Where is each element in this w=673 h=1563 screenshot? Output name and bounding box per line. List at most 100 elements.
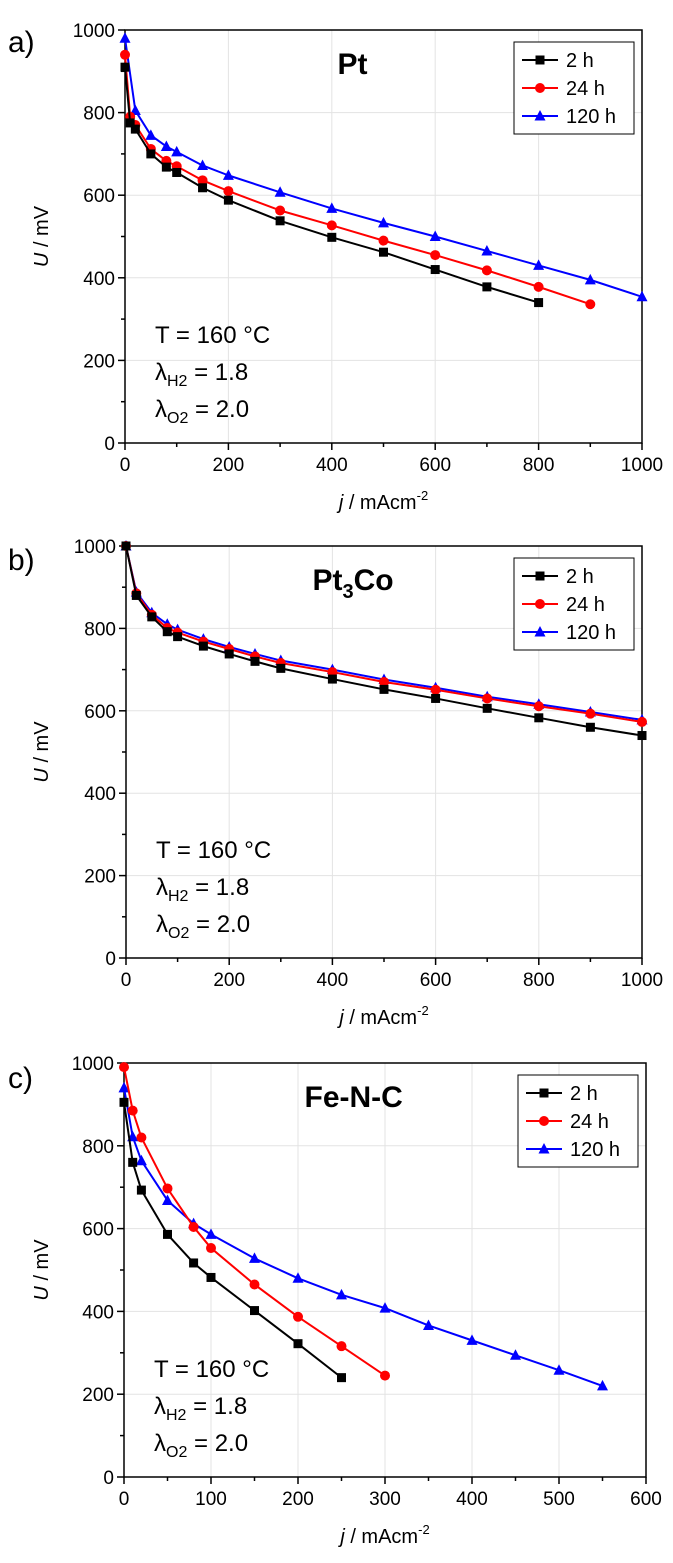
data-point <box>189 1258 199 1268</box>
y-tick-label: 1000 <box>74 537 116 558</box>
data-point <box>222 169 234 180</box>
chart-panel-2: b) 0 200 400 600 800 1000 0 200 400 600 800 1000 j / … <box>8 537 663 1029</box>
lambda-value: = 1.8 <box>186 1393 247 1420</box>
annotation-lambda-h2: λH2 = 1.8 <box>156 874 249 905</box>
data-point <box>481 265 492 276</box>
plot-frame <box>124 29 643 444</box>
y-axis-label-symbol: U <box>31 252 53 267</box>
data-point <box>275 216 285 226</box>
x-axis-label-symbol: j <box>336 1007 344 1029</box>
data-point <box>173 632 183 642</box>
lambda-symbol: λ <box>154 1393 166 1420</box>
data-point <box>293 1311 303 1322</box>
data-point <box>118 1081 130 1093</box>
y-tick-label: 200 <box>84 867 116 888</box>
data-point <box>119 1097 129 1107</box>
series-2-h <box>120 62 544 308</box>
legend: 2 h 24 h 120 h <box>513 557 635 651</box>
data-point <box>379 684 389 694</box>
y-tick-label: 600 <box>82 1220 114 1241</box>
series-line <box>125 545 643 737</box>
y-axis-label-unit: / mV <box>31 721 53 768</box>
data-point <box>533 701 544 712</box>
data-point <box>337 1373 346 1383</box>
x-tick-label: 200 <box>213 970 245 991</box>
data-point <box>131 590 141 600</box>
data-point <box>250 1306 259 1316</box>
y-axis-label-unit: / mV <box>31 1239 53 1286</box>
data-point <box>597 1379 608 1391</box>
y-axis-label-symbol: U <box>31 1286 53 1301</box>
data-point <box>206 1272 216 1282</box>
x-tick-label: 600 <box>630 1489 662 1510</box>
x-tick-label: 0 <box>120 455 131 476</box>
data-point <box>585 299 596 310</box>
x-axis-label-unit: / mAcm <box>343 492 416 514</box>
x-axis-label-exponent: -2 <box>417 1003 429 1018</box>
x-tick-label: 1000 <box>621 455 663 476</box>
legend: 2 h 24 h 120 h <box>513 41 635 135</box>
legend-swatch-marker <box>535 599 545 609</box>
data-point <box>482 282 492 292</box>
data-point <box>160 140 172 151</box>
data-point <box>379 676 389 687</box>
x-tick-label: 600 <box>419 455 451 476</box>
y-axis-label: U / mV <box>31 205 53 267</box>
legend-swatch-marker <box>535 55 545 65</box>
data-point <box>146 149 156 159</box>
annotation-temperature: T = 160 °C <box>154 1356 269 1383</box>
data-point <box>223 195 233 205</box>
y-tick-label: 200 <box>82 1385 114 1406</box>
series-120-h <box>118 1081 608 1391</box>
data-point <box>380 1370 390 1381</box>
data-point <box>585 708 596 719</box>
data-point <box>293 1339 303 1349</box>
panel-label: b) <box>8 544 35 577</box>
series-120-h <box>119 32 648 302</box>
legend-label: 120 h <box>566 106 616 128</box>
y-axis-label: U / mV <box>31 1239 53 1301</box>
x-tick-label: 0 <box>121 970 132 991</box>
legend-swatch-marker <box>539 1088 549 1098</box>
data-point <box>429 230 441 241</box>
data-point <box>120 62 130 72</box>
data-point <box>125 118 135 128</box>
data-point <box>249 1279 260 1290</box>
legend-swatch-marker <box>538 1143 550 1154</box>
data-point <box>162 1183 173 1194</box>
series-line <box>125 545 643 721</box>
data-point <box>121 541 131 551</box>
data-point <box>378 235 389 246</box>
data-point <box>171 145 183 157</box>
annotation-temperature: T = 160 °C <box>156 837 271 864</box>
x-axis-label-exponent: -2 <box>417 488 429 503</box>
y-tick-label: 400 <box>83 269 115 290</box>
x-tick-label: 400 <box>316 455 348 476</box>
y-axis-label: U / mV <box>31 721 53 783</box>
series-2-h <box>121 541 647 741</box>
data-point <box>249 1252 260 1263</box>
y-tick-label: 400 <box>82 1302 114 1323</box>
legend-label: 24 h <box>566 594 605 616</box>
data-point <box>188 1221 199 1232</box>
data-point <box>161 162 171 172</box>
series-line <box>123 1066 386 1377</box>
panel-label: a) <box>8 26 35 59</box>
data-point <box>327 674 337 684</box>
data-point <box>162 627 172 637</box>
data-point <box>205 1228 217 1239</box>
data-point <box>534 298 544 308</box>
data-point <box>147 612 157 622</box>
data-point <box>326 202 338 213</box>
legend-swatch-marker <box>535 83 545 93</box>
legend-swatch-marker <box>535 571 545 581</box>
data-point <box>197 175 208 186</box>
data-point <box>584 273 596 285</box>
y-tick-label: 600 <box>83 186 115 207</box>
chart-panel-1: a) 0 200 400 600 800 1000 0 200 400 600 800 1000 j / … <box>8 21 663 514</box>
data-point <box>198 641 208 651</box>
lambda-subscript: H2 <box>166 1407 187 1424</box>
data-point <box>585 722 595 732</box>
chart-title-main: Fe-N-C <box>305 1081 403 1114</box>
